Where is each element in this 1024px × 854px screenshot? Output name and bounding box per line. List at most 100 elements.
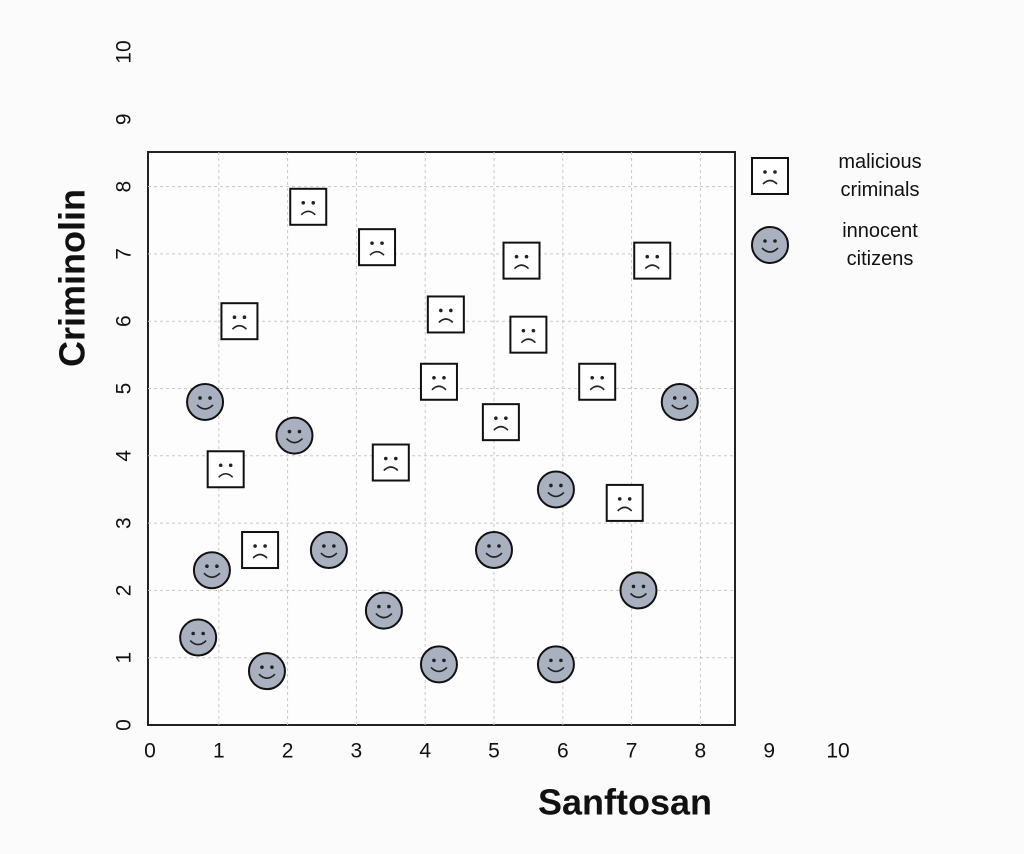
square-marker bbox=[509, 315, 548, 354]
y-tick-label: 10 bbox=[113, 40, 136, 63]
circle-marker bbox=[536, 470, 575, 509]
eye bbox=[763, 170, 767, 174]
circle-marker bbox=[247, 652, 286, 691]
x-tick-label: 2 bbox=[282, 740, 294, 763]
point bbox=[192, 551, 231, 590]
x-tick-label: 3 bbox=[351, 740, 363, 763]
y-tick-label: 6 bbox=[113, 315, 136, 327]
y-tick-label: 7 bbox=[113, 248, 136, 260]
eye bbox=[763, 239, 767, 243]
eye bbox=[504, 416, 508, 420]
smile bbox=[285, 438, 304, 444]
square-marker bbox=[289, 187, 328, 226]
eye bbox=[617, 497, 622, 501]
eye bbox=[549, 658, 553, 663]
plot-frame bbox=[147, 151, 736, 726]
frown bbox=[644, 264, 660, 270]
eye bbox=[311, 200, 316, 205]
x-tick-label: 4 bbox=[419, 740, 431, 763]
y-tick-label: 9 bbox=[113, 113, 136, 125]
circle-marker bbox=[364, 591, 403, 630]
point bbox=[186, 382, 225, 421]
smile bbox=[629, 592, 648, 599]
frown bbox=[218, 472, 234, 478]
frown bbox=[617, 506, 633, 512]
eye bbox=[322, 544, 326, 548]
point bbox=[536, 645, 575, 684]
eye bbox=[205, 564, 209, 569]
circle-marker bbox=[275, 416, 314, 455]
eye bbox=[682, 396, 687, 400]
eye bbox=[297, 429, 302, 434]
eye bbox=[645, 254, 650, 259]
smile bbox=[671, 404, 689, 410]
y-tick-label: 5 bbox=[113, 383, 136, 395]
point bbox=[481, 403, 520, 442]
legend-label: innocent citizens bbox=[842, 220, 918, 270]
frown bbox=[383, 466, 399, 472]
legend-label: malicious criminals bbox=[838, 151, 922, 201]
eye bbox=[514, 254, 519, 259]
x-tick-label: 7 bbox=[626, 740, 638, 763]
eye bbox=[370, 241, 374, 245]
eye bbox=[384, 456, 388, 461]
circle-marker bbox=[192, 551, 231, 590]
square-marker bbox=[371, 443, 410, 482]
square-marker bbox=[426, 295, 465, 334]
eye bbox=[432, 375, 436, 380]
eye bbox=[442, 375, 446, 380]
x-tick-label: 6 bbox=[557, 740, 569, 763]
eye bbox=[531, 328, 536, 333]
point bbox=[179, 618, 218, 657]
smile bbox=[203, 572, 221, 579]
smile bbox=[485, 552, 503, 558]
y-tick-label: 8 bbox=[113, 181, 136, 193]
point bbox=[633, 241, 672, 280]
frown bbox=[493, 425, 509, 431]
point bbox=[660, 382, 699, 421]
square-marker bbox=[751, 157, 789, 195]
eye bbox=[380, 241, 384, 245]
point bbox=[619, 571, 658, 610]
eye bbox=[442, 658, 446, 663]
square-marker bbox=[502, 241, 541, 280]
eye bbox=[559, 658, 563, 663]
smile bbox=[430, 666, 448, 673]
eye bbox=[627, 497, 632, 501]
x-tick-label: 8 bbox=[695, 740, 707, 763]
point bbox=[241, 531, 280, 570]
point bbox=[289, 187, 328, 226]
circle-marker bbox=[475, 531, 513, 570]
smile bbox=[189, 639, 207, 646]
eye bbox=[191, 631, 195, 636]
x-tick-label: 5 bbox=[488, 740, 500, 763]
legend-marker bbox=[751, 157, 789, 195]
eye bbox=[232, 315, 237, 320]
frown bbox=[231, 324, 248, 330]
frown bbox=[369, 250, 385, 256]
circle-marker bbox=[536, 645, 575, 684]
square-marker bbox=[206, 450, 245, 489]
point bbox=[536, 470, 575, 509]
eye bbox=[270, 665, 274, 669]
point bbox=[578, 362, 617, 401]
x-tick-label: 1 bbox=[213, 740, 225, 763]
point bbox=[309, 531, 348, 570]
point bbox=[358, 228, 397, 267]
y-tick-label: 3 bbox=[113, 517, 136, 529]
eye bbox=[263, 544, 267, 548]
eye bbox=[260, 665, 264, 669]
eye bbox=[198, 396, 202, 400]
smile bbox=[196, 404, 214, 410]
frown bbox=[520, 338, 536, 344]
eye bbox=[287, 429, 292, 434]
eye bbox=[387, 604, 391, 609]
circle-marker bbox=[186, 382, 225, 421]
eye bbox=[497, 544, 501, 548]
point bbox=[605, 483, 644, 522]
point bbox=[206, 450, 245, 489]
circle-marker bbox=[179, 618, 218, 657]
y-tick-label: 0 bbox=[113, 719, 136, 731]
square-marker bbox=[605, 483, 644, 522]
frown bbox=[762, 179, 778, 185]
